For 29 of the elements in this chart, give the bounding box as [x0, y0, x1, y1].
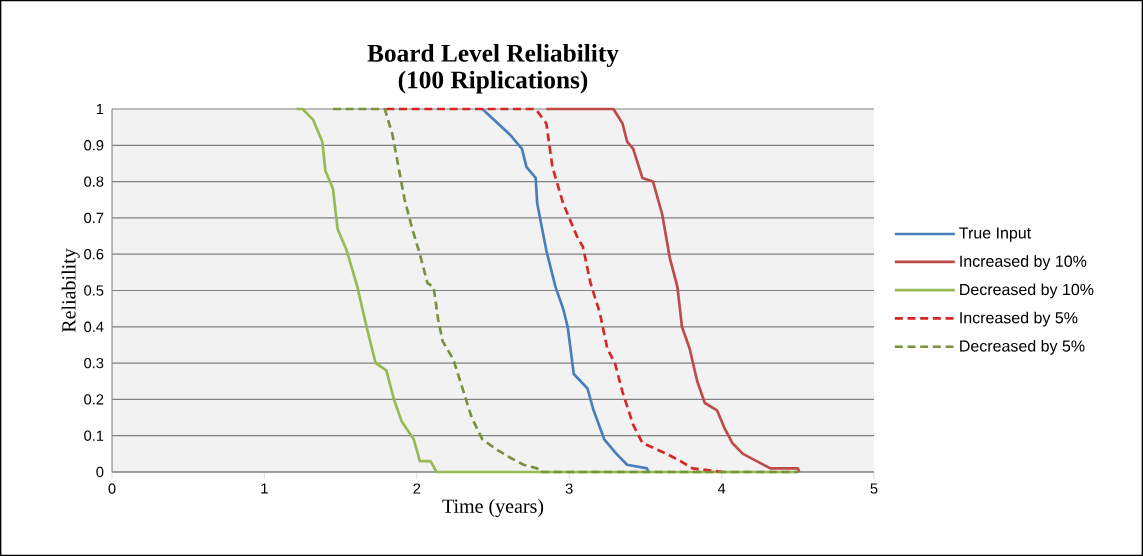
y-tick-label: 1: [96, 103, 104, 115]
chart-subtitle: (100 Riplications): [398, 70, 588, 94]
y-tick-label: 0.2: [84, 394, 104, 405]
y-tick-label: 0.7: [84, 212, 104, 224]
y-tick-label: 0.8: [84, 176, 104, 187]
legend-label: Decreased by 10%: [960, 283, 1094, 299]
x-tick-label: 4: [717, 483, 726, 494]
legend-label: Decreased by 5%: [960, 339, 1085, 355]
x-tick-label: 2: [413, 483, 421, 494]
line-series: [545, 107, 801, 474]
legend-label: Increased by 10%: [960, 255, 1087, 271]
x-tick-label: 1: [261, 483, 268, 494]
x-tick-label: 0: [108, 483, 116, 494]
y-tick-label: 0.3: [84, 357, 104, 369]
x-axis-title: Time (years): [442, 498, 544, 518]
legend-label: True Input: [959, 227, 1032, 242]
y-tick-label: 0: [96, 466, 104, 478]
y-tick-label: 0.4: [84, 321, 104, 332]
line-series: [480, 107, 650, 474]
x-tick-label: 3: [565, 483, 573, 494]
legend-label: Increased by 5%: [960, 311, 1078, 327]
y-axis-title: Reliability: [61, 248, 80, 333]
y-tick-label: 0.9: [84, 140, 104, 151]
y-tick-label: 0.5: [84, 285, 104, 296]
y-tick-label: 0.6: [84, 249, 104, 260]
chart-title: Board Level Reliability: [367, 43, 619, 68]
y-tick-label: 0.1: [84, 430, 104, 441]
line-series: [384, 107, 725, 474]
x-tick-label: 5: [870, 483, 878, 494]
